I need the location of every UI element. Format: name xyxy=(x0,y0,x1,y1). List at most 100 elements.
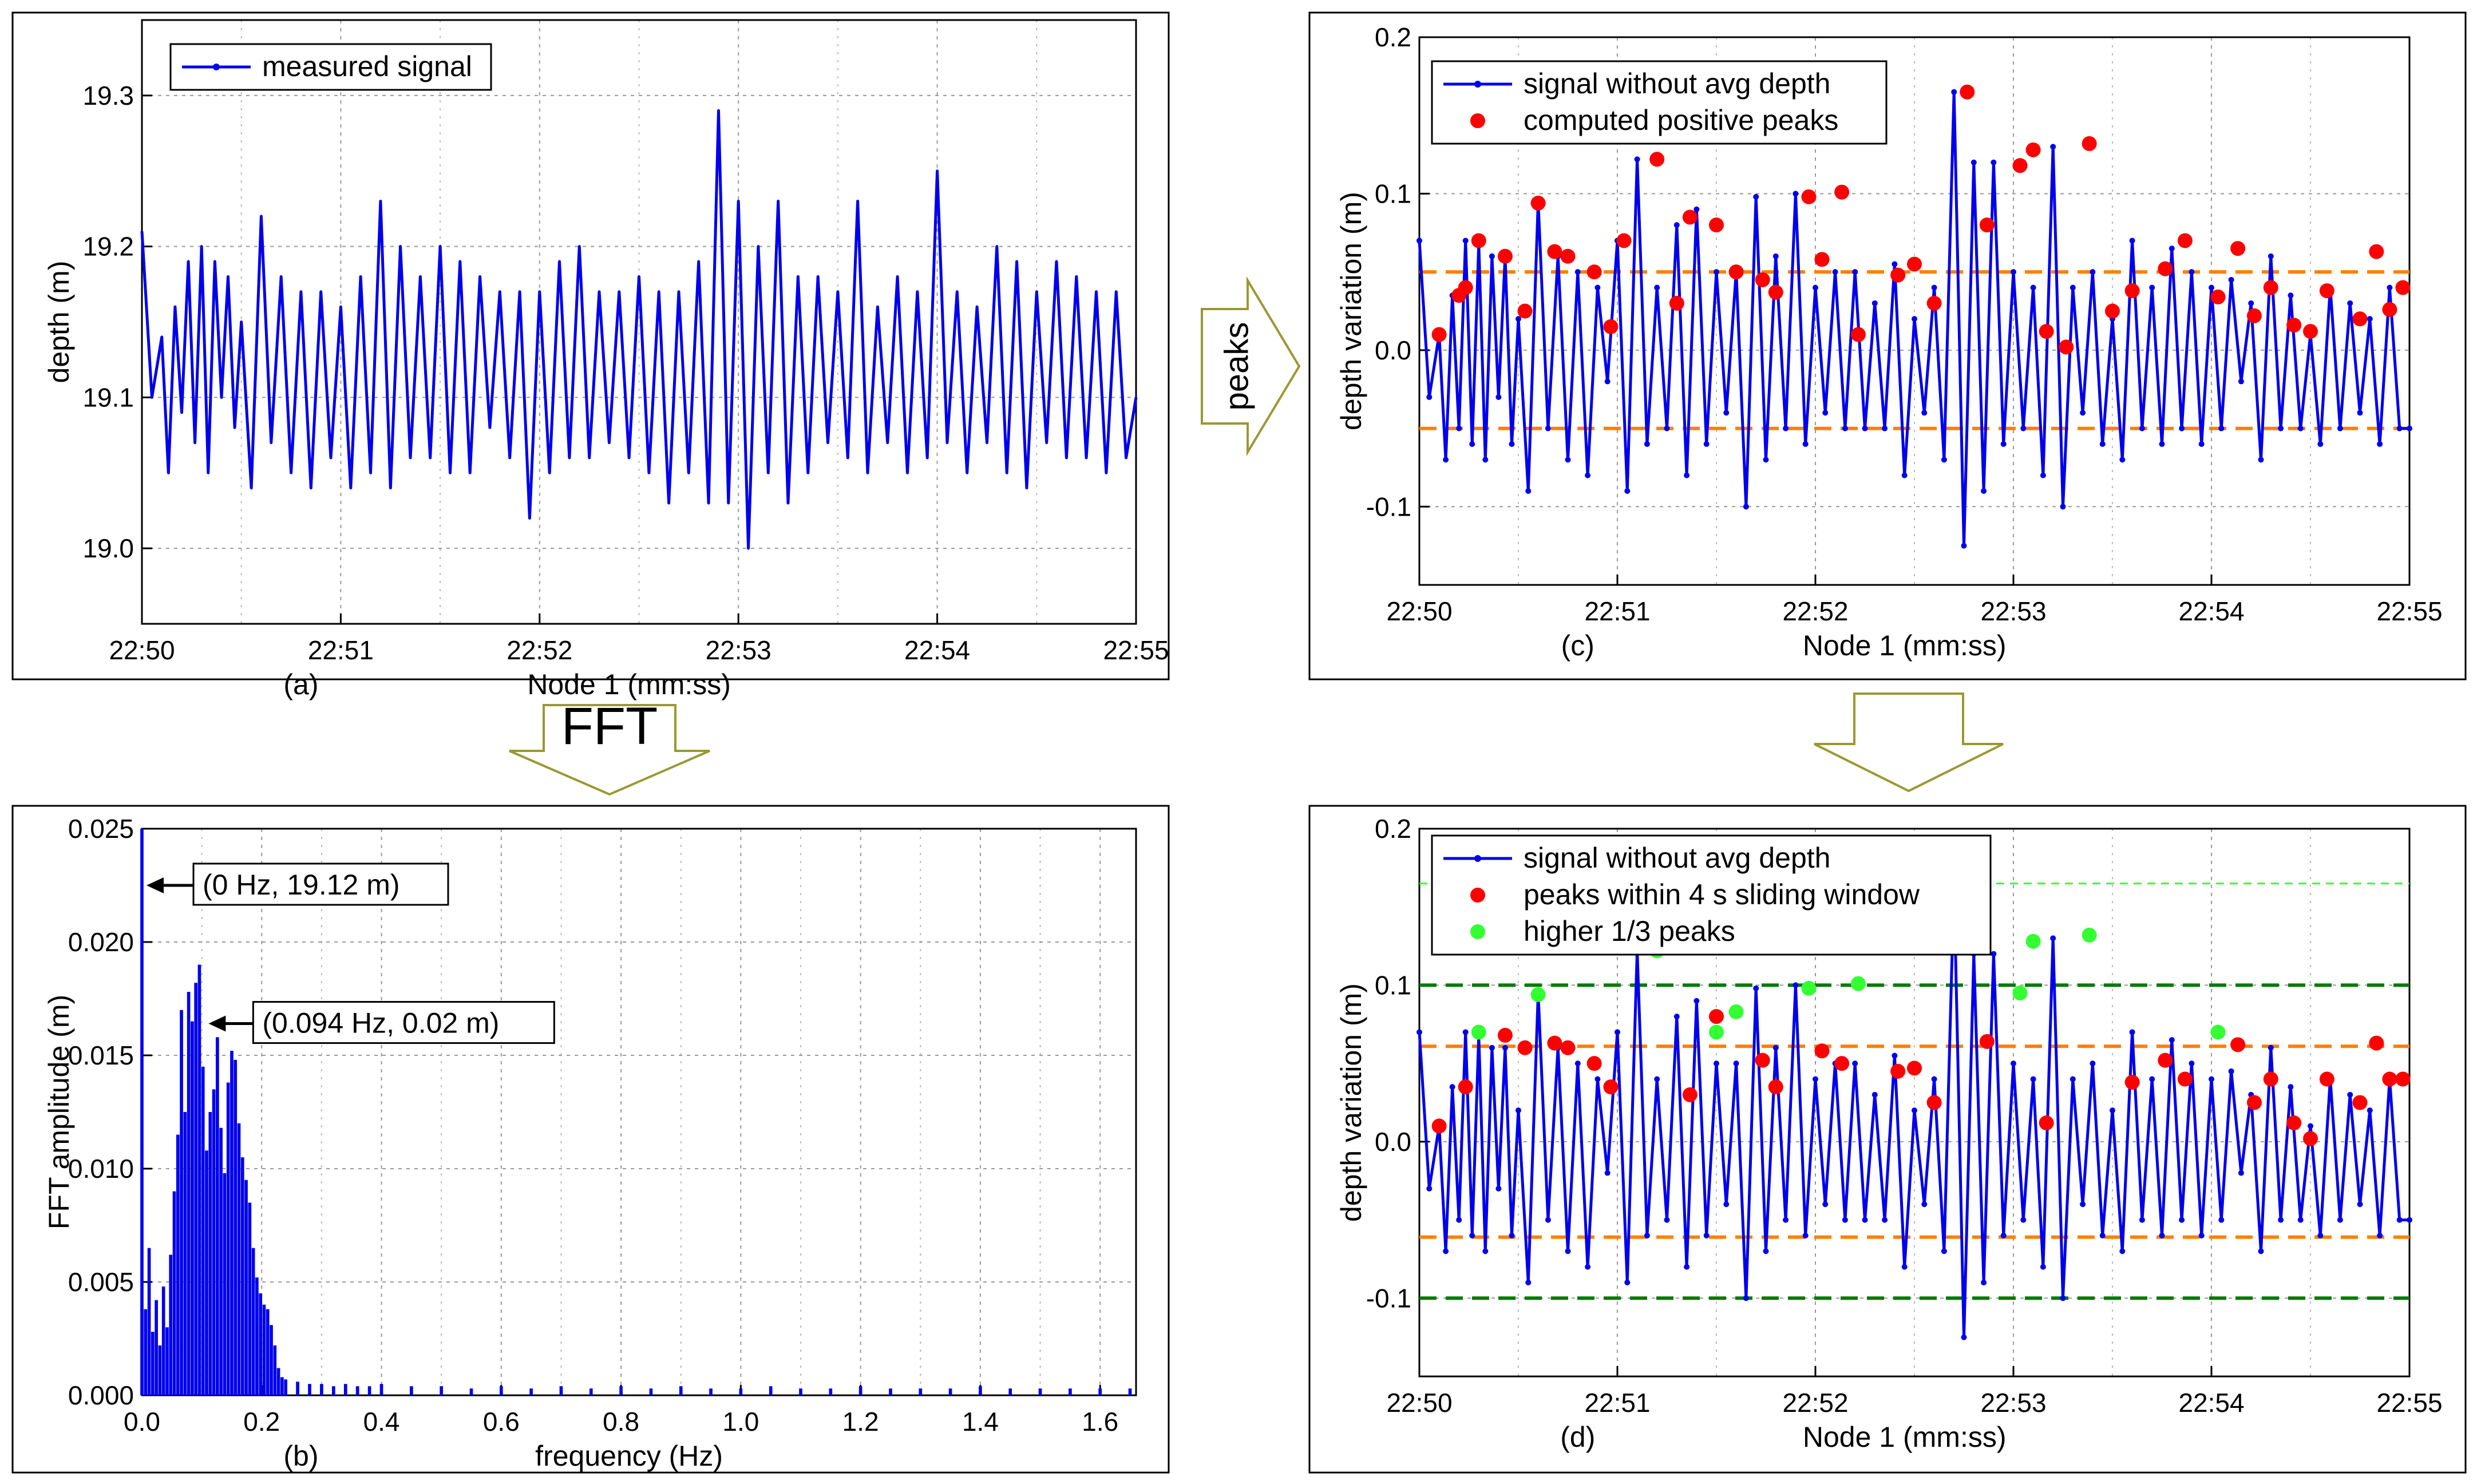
peak-point xyxy=(1586,264,1602,280)
series-point xyxy=(1525,1279,1532,1285)
series-point xyxy=(1509,1232,1515,1238)
panel-c-to-d-arrow xyxy=(1814,692,2004,793)
series-point xyxy=(1469,441,1475,447)
series-point xyxy=(1733,1060,1739,1067)
series-point xyxy=(2159,441,2165,447)
peak-point xyxy=(2303,1131,2318,1146)
peak-point xyxy=(2263,1071,2278,1087)
x-axis-label: frequency (Hz) xyxy=(535,1440,723,1472)
annotation-arrowhead xyxy=(208,1015,226,1032)
fft-bar xyxy=(208,1112,212,1395)
peak-point xyxy=(1768,284,1783,300)
series-point xyxy=(1456,1217,1462,1223)
annotation-label: (0 Hz, 19.12 m) xyxy=(203,869,400,901)
y-tick-label: 0.025 xyxy=(68,814,134,844)
series-point xyxy=(2347,300,2353,306)
y-tick-label: 19.1 xyxy=(82,382,134,412)
legend-marker xyxy=(1470,113,1485,128)
peak-point xyxy=(2177,1071,2193,1087)
peak-point xyxy=(1890,267,1906,283)
y-tick-label: 19.0 xyxy=(82,533,134,563)
series-point xyxy=(2139,1217,2145,1223)
peak-point xyxy=(1517,1040,1533,1055)
fft-bar xyxy=(355,1386,359,1395)
x-tick-label: 22:54 xyxy=(2178,596,2244,626)
series-point xyxy=(1703,1232,1710,1238)
peak-point xyxy=(1960,84,1975,100)
peak-point xyxy=(1431,1118,1447,1134)
fft-bar xyxy=(244,1180,248,1395)
series-point xyxy=(2189,269,2195,275)
fft-bar xyxy=(262,1304,266,1395)
series-point xyxy=(1654,1076,1660,1082)
fft-bar xyxy=(410,1386,413,1395)
fft-bar xyxy=(273,1345,277,1395)
peak-point xyxy=(2246,1095,2262,1110)
peak-point xyxy=(1926,1095,1942,1110)
peak-point xyxy=(1603,319,1619,334)
series-point xyxy=(2060,1295,2066,1301)
fft-bar xyxy=(619,1386,623,1395)
peak-point xyxy=(1768,1079,1783,1095)
series-point xyxy=(1449,1084,1455,1090)
fft-bar xyxy=(979,1386,982,1395)
series-point xyxy=(1882,1217,1888,1223)
chart-c: 22:50 22:51 22:52 22:53 22:54 22:55 -0.1 0.0 0.1… xyxy=(1335,22,2443,662)
peak-point xyxy=(2124,283,2140,298)
series-point xyxy=(2387,284,2393,291)
series-point xyxy=(1813,1076,1818,1082)
series-point xyxy=(1783,425,1789,432)
y-tick-label: 0.0 xyxy=(1375,1127,1411,1157)
series-point xyxy=(1951,89,1957,95)
fft-bar xyxy=(158,1345,162,1395)
fft-bar xyxy=(205,1150,208,1395)
series-point xyxy=(2297,425,2304,432)
x-tick-label: 22:52 xyxy=(1782,596,1848,626)
series-point xyxy=(1743,504,1749,510)
series-point xyxy=(1574,1060,1581,1067)
x-tick-label: 22:52 xyxy=(507,635,572,665)
fft-bar xyxy=(858,1386,862,1395)
series-point xyxy=(1921,1201,1928,1208)
x-axis-label: Node 1 (mm:ss) xyxy=(1803,1421,2007,1453)
series-point xyxy=(1462,238,1469,244)
fft-bar xyxy=(172,1191,176,1395)
x-tick-label: 22:53 xyxy=(1980,1388,2046,1418)
fft-bar xyxy=(169,1255,173,1395)
chart-b: 0.0 0.2 0.4 0.6 0.8 1.0 1.2 1.4 1.6 0.000 0.005 0.0… xyxy=(43,814,1137,1472)
series-point xyxy=(2129,1029,2135,1035)
series-point xyxy=(1813,284,1818,291)
legend-label: signal without avg depth xyxy=(1524,842,1830,874)
series-point xyxy=(1416,238,1422,244)
fft-bar xyxy=(296,1382,299,1395)
fft-bar xyxy=(240,1157,244,1395)
y-tick-label: 0.1 xyxy=(1375,970,1411,1000)
fft-bar xyxy=(739,1388,743,1395)
series-point xyxy=(1970,159,1977,165)
peak-point xyxy=(1709,217,1724,233)
panel-b-frame xyxy=(11,805,1170,1474)
series-point xyxy=(1772,1044,1779,1051)
series-point xyxy=(1822,410,1829,416)
fft-bar xyxy=(769,1386,773,1395)
series-point xyxy=(2040,472,2046,478)
series-point xyxy=(2198,441,2205,447)
series-point xyxy=(1525,488,1532,494)
fft-bar xyxy=(829,1388,833,1395)
series-point xyxy=(2407,425,2412,432)
series-point xyxy=(1961,1334,1967,1340)
y-tick-label: -0.1 xyxy=(1366,492,1411,521)
series-point xyxy=(1961,543,1967,549)
peaks-arrow: peaks xyxy=(1201,276,1301,457)
y-axis-label: depth (m) xyxy=(43,261,75,383)
x-tick-label: 22:54 xyxy=(904,635,970,665)
fft-bar xyxy=(234,1059,238,1395)
series-point xyxy=(2278,1217,2284,1223)
peak-point xyxy=(2230,241,2246,256)
plot-area xyxy=(141,19,1137,625)
peak-point xyxy=(1603,1079,1619,1095)
fft-arrow-label: FFT xyxy=(561,697,658,755)
peak-point xyxy=(1979,217,1995,233)
peak-point xyxy=(2158,261,2173,276)
peak-point xyxy=(2395,280,2411,295)
